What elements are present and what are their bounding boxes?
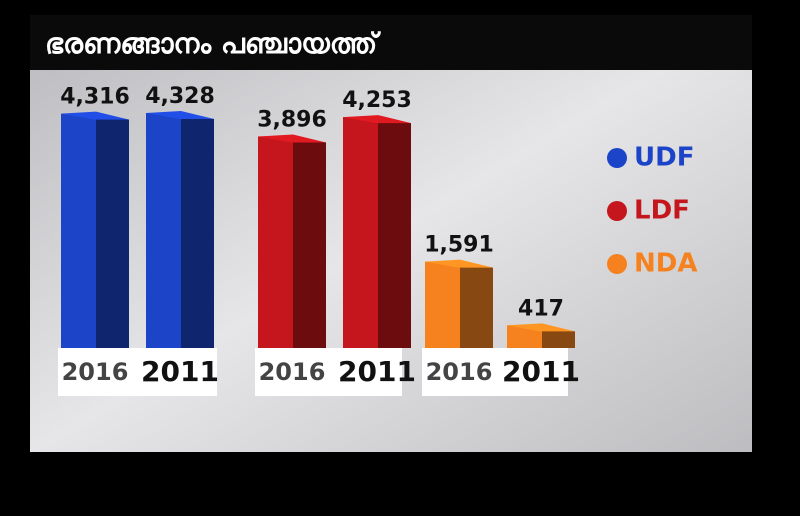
bar [507,325,542,348]
value-label: 417 [518,296,564,321]
bar [146,113,181,348]
bar-side [96,113,129,348]
x-tick-label: 2011 [338,355,416,388]
x-tick-label: 2011 [141,355,219,388]
bar-side [293,136,326,348]
legend-swatch [607,254,627,274]
bar [425,261,460,348]
label-strip [255,348,402,396]
legend-label: UDF [634,143,694,173]
legend-label: NDA [634,249,697,279]
bar-top [146,111,214,119]
bar [343,117,378,348]
x-tick-label: 2016 [259,358,326,386]
x-tick-label: 2011 [502,355,580,388]
bar-top [61,111,129,120]
bar [61,113,96,348]
bar-side [460,261,493,348]
value-label: 4,316 [60,85,130,110]
x-tick-label: 2016 [62,358,129,386]
legend-swatch [607,148,627,168]
value-label: 4,253 [342,88,412,113]
value-label: 3,896 [257,107,327,132]
value-label: 1,591 [424,233,494,258]
label-strip [58,348,217,396]
title-bar [30,15,752,70]
bar-top [343,115,411,124]
bar-top [507,323,575,332]
bar-top [258,134,326,143]
legend-label: LDF [634,196,690,226]
chart-title: ഭരണങ്ങാനം പഞ്ചായത്ത് [45,27,382,60]
label-strip [422,348,568,396]
value-label: 4,328 [145,84,215,109]
x-tick-label: 2016 [426,358,493,386]
legend-swatch [607,201,627,221]
bar [258,136,293,348]
bar-top [425,259,493,268]
bar-side [378,117,411,348]
bar-side [181,113,214,348]
